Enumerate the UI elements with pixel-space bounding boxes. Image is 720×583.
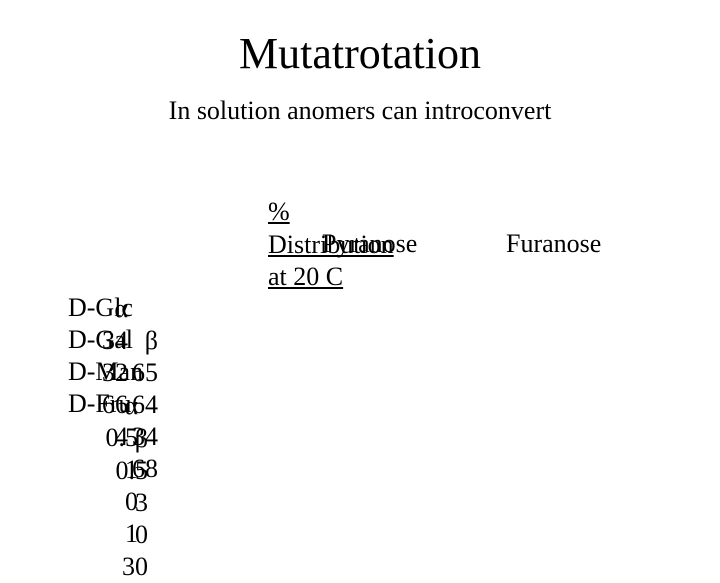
- cell-fur-beta: 30: [68, 551, 148, 583]
- table-body: D-Glc 34 65 0.5 0.5 D-Gal 32 64 1 3 D-Ma…: [68, 292, 218, 420]
- cell-pyr-alpha: 4: [68, 421, 128, 454]
- row-label: D-Glc: [68, 292, 218, 325]
- slide: Mutatrotation In solution anomers can in…: [0, 0, 720, 540]
- cell-fur-alpha: 1: [68, 518, 138, 551]
- cell-pyr-beta: 68: [68, 453, 158, 486]
- page-subtitle: In solution anomers can introconvert: [0, 96, 720, 126]
- col-group-furanose: Furanose: [506, 228, 601, 261]
- table-row: D-Gal 32 64 1 3: [68, 324, 218, 356]
- row-label: D-Gal: [68, 324, 218, 357]
- page-title: Mutatrotation: [0, 28, 720, 79]
- row-label: D-Fru: [68, 388, 218, 421]
- table-row: D-Man 66 34 0 0: [68, 356, 218, 388]
- table-row: D-Glc 34 65 0.5 0.5: [68, 292, 218, 324]
- row-label: D-Man: [68, 356, 218, 389]
- table-row: D-Fru 4 68 1 30: [68, 388, 218, 420]
- col-group-pyranose: Pyranose: [322, 228, 417, 261]
